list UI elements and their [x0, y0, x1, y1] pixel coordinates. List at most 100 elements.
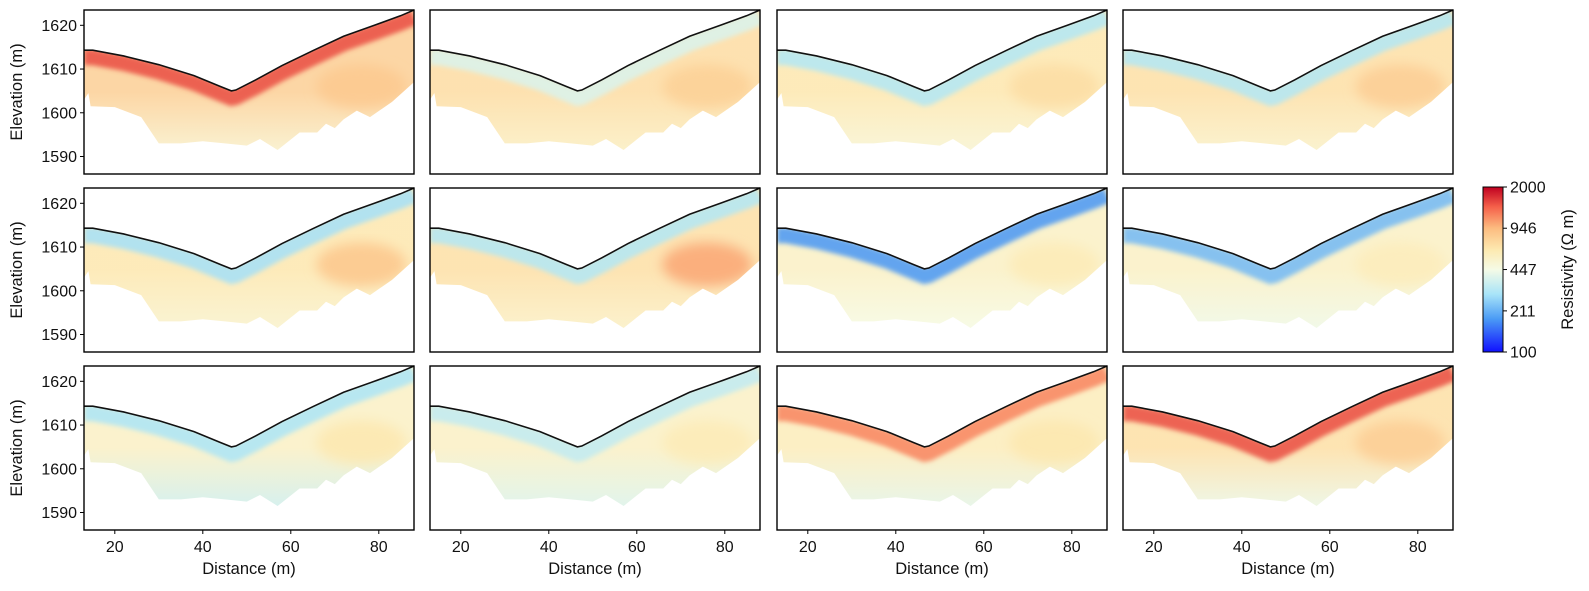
near-surface-layer	[430, 366, 760, 463]
x-axis-label: Distance (m)	[1241, 560, 1335, 578]
colorbar-gradient	[1482, 186, 1504, 353]
near-surface-layer	[430, 188, 760, 285]
axes-frame	[83, 187, 415, 353]
x-tick-label: 80	[1063, 539, 1081, 556]
x-axis-label: Distance (m)	[548, 560, 642, 578]
axes-frame	[776, 365, 1108, 531]
panel-4	[1122, 9, 1454, 175]
axes-frame	[429, 187, 761, 353]
y-tick-label: 1610	[41, 240, 77, 257]
axes-frame	[776, 9, 1108, 175]
resistivity-anomaly	[1009, 420, 1100, 465]
resistivity-anomaly	[1355, 242, 1446, 287]
x-axis-label: Distance (m)	[202, 560, 296, 578]
resistivity-anomaly	[1009, 242, 1100, 287]
y-axis-label: Elevation (m)	[8, 221, 26, 318]
x-tick-label: 80	[370, 539, 388, 556]
axes-frame	[1122, 9, 1454, 175]
topography-line	[430, 187, 761, 270]
colorbar-tick-label: 447	[1510, 262, 1537, 279]
panel-5: 1590 1600 1610 1620 Elevation (m)	[8, 187, 415, 353]
panel-2	[429, 9, 761, 175]
y-tick-label: 1590	[41, 505, 77, 522]
topography-line	[1123, 187, 1454, 270]
x-tick-label: 20	[1145, 539, 1163, 556]
x-axis-label: Distance (m)	[895, 560, 989, 578]
topography-line	[1123, 365, 1454, 448]
near-surface-layer	[1123, 366, 1453, 463]
panel-6	[429, 187, 761, 353]
topography-line	[777, 9, 1108, 92]
y-tick-label: 1620	[41, 196, 77, 213]
resistivity-anomaly	[316, 64, 407, 109]
x-tick-label: 20	[106, 539, 124, 556]
axes-frame	[1122, 365, 1454, 531]
colorbar-tick-label: 946	[1510, 221, 1537, 238]
y-tick-label: 1600	[41, 283, 77, 300]
x-tick-label: 60	[975, 539, 993, 556]
x-tick-label: 20	[452, 539, 470, 556]
panel-11: 20 40 60 80 Distance (m)	[776, 365, 1108, 578]
resistivity-anomaly	[662, 420, 753, 465]
axes-frame	[83, 365, 415, 531]
x-tick-label: 40	[887, 539, 905, 556]
colorbar-label: Resistivity (Ω m)	[1559, 209, 1577, 330]
panel-8	[1122, 187, 1454, 353]
near-surface-layer	[777, 10, 1107, 107]
resistivity-anomaly	[316, 420, 407, 465]
topography-line	[84, 9, 415, 92]
colorbar: 100 211 447 946 2000 Resistivity (Ω m)	[1482, 180, 1577, 362]
resistivity-anomaly	[316, 242, 407, 287]
panel-7	[776, 187, 1108, 353]
resistivity-anomaly	[662, 242, 753, 287]
near-surface-layer	[777, 188, 1107, 285]
near-surface-layer	[1123, 188, 1453, 285]
topography-line	[430, 365, 761, 448]
resistivity-anomaly	[1355, 420, 1446, 465]
y-axis-label: Elevation (m)	[8, 399, 26, 496]
topography-line	[430, 9, 761, 92]
panel-10: 20 40 60 80 Distance (m)	[429, 365, 761, 578]
x-tick-label: 60	[282, 539, 300, 556]
y-tick-label: 1600	[41, 105, 77, 122]
x-tick-label: 80	[716, 539, 734, 556]
colorbar-tick-label: 211	[1510, 303, 1536, 320]
x-tick-label: 20	[799, 539, 817, 556]
near-surface-layer	[430, 10, 760, 107]
panel-9: 1590 1600 1610 1620 Elevation (m) 20 40 60 80 Dis…	[8, 365, 415, 578]
near-surface-layer	[84, 188, 414, 285]
y-tick-label: 1620	[41, 18, 77, 35]
near-surface-layer	[84, 10, 414, 107]
topography-line	[84, 365, 415, 448]
axes-frame	[83, 9, 415, 175]
x-tick-label: 60	[628, 539, 646, 556]
near-surface-layer	[84, 366, 414, 463]
resistivity-anomaly	[1355, 64, 1446, 109]
y-tick-label: 1590	[41, 327, 77, 344]
topography-line	[777, 365, 1108, 448]
axes-frame	[429, 9, 761, 175]
x-tick-label: 40	[1233, 539, 1251, 556]
y-axis-label: Elevation (m)	[8, 43, 26, 140]
x-tick-label: 60	[1321, 539, 1339, 556]
topography-line	[1123, 9, 1454, 92]
x-tick-label: 80	[1409, 539, 1427, 556]
panel-3	[776, 9, 1108, 175]
x-tick-label: 40	[540, 539, 558, 556]
colorbar-tick-label: 100	[1510, 345, 1537, 362]
resistivity-anomaly	[1009, 64, 1100, 109]
panel-1: 1590 1600 1610 1620 Elevation (m)	[8, 9, 415, 175]
axes-frame	[429, 365, 761, 531]
y-tick-label: 1620	[41, 374, 77, 391]
topography-line	[84, 187, 415, 270]
near-surface-layer	[1123, 10, 1453, 107]
resistivity-anomaly	[662, 64, 753, 109]
near-surface-layer	[777, 366, 1107, 463]
y-tick-label: 1610	[41, 62, 77, 79]
x-tick-label: 40	[194, 539, 212, 556]
colorbar-tick-label: 2000	[1510, 180, 1546, 197]
y-tick-label: 1590	[41, 149, 77, 166]
topography-line	[777, 187, 1108, 270]
axes-frame	[1122, 187, 1454, 353]
